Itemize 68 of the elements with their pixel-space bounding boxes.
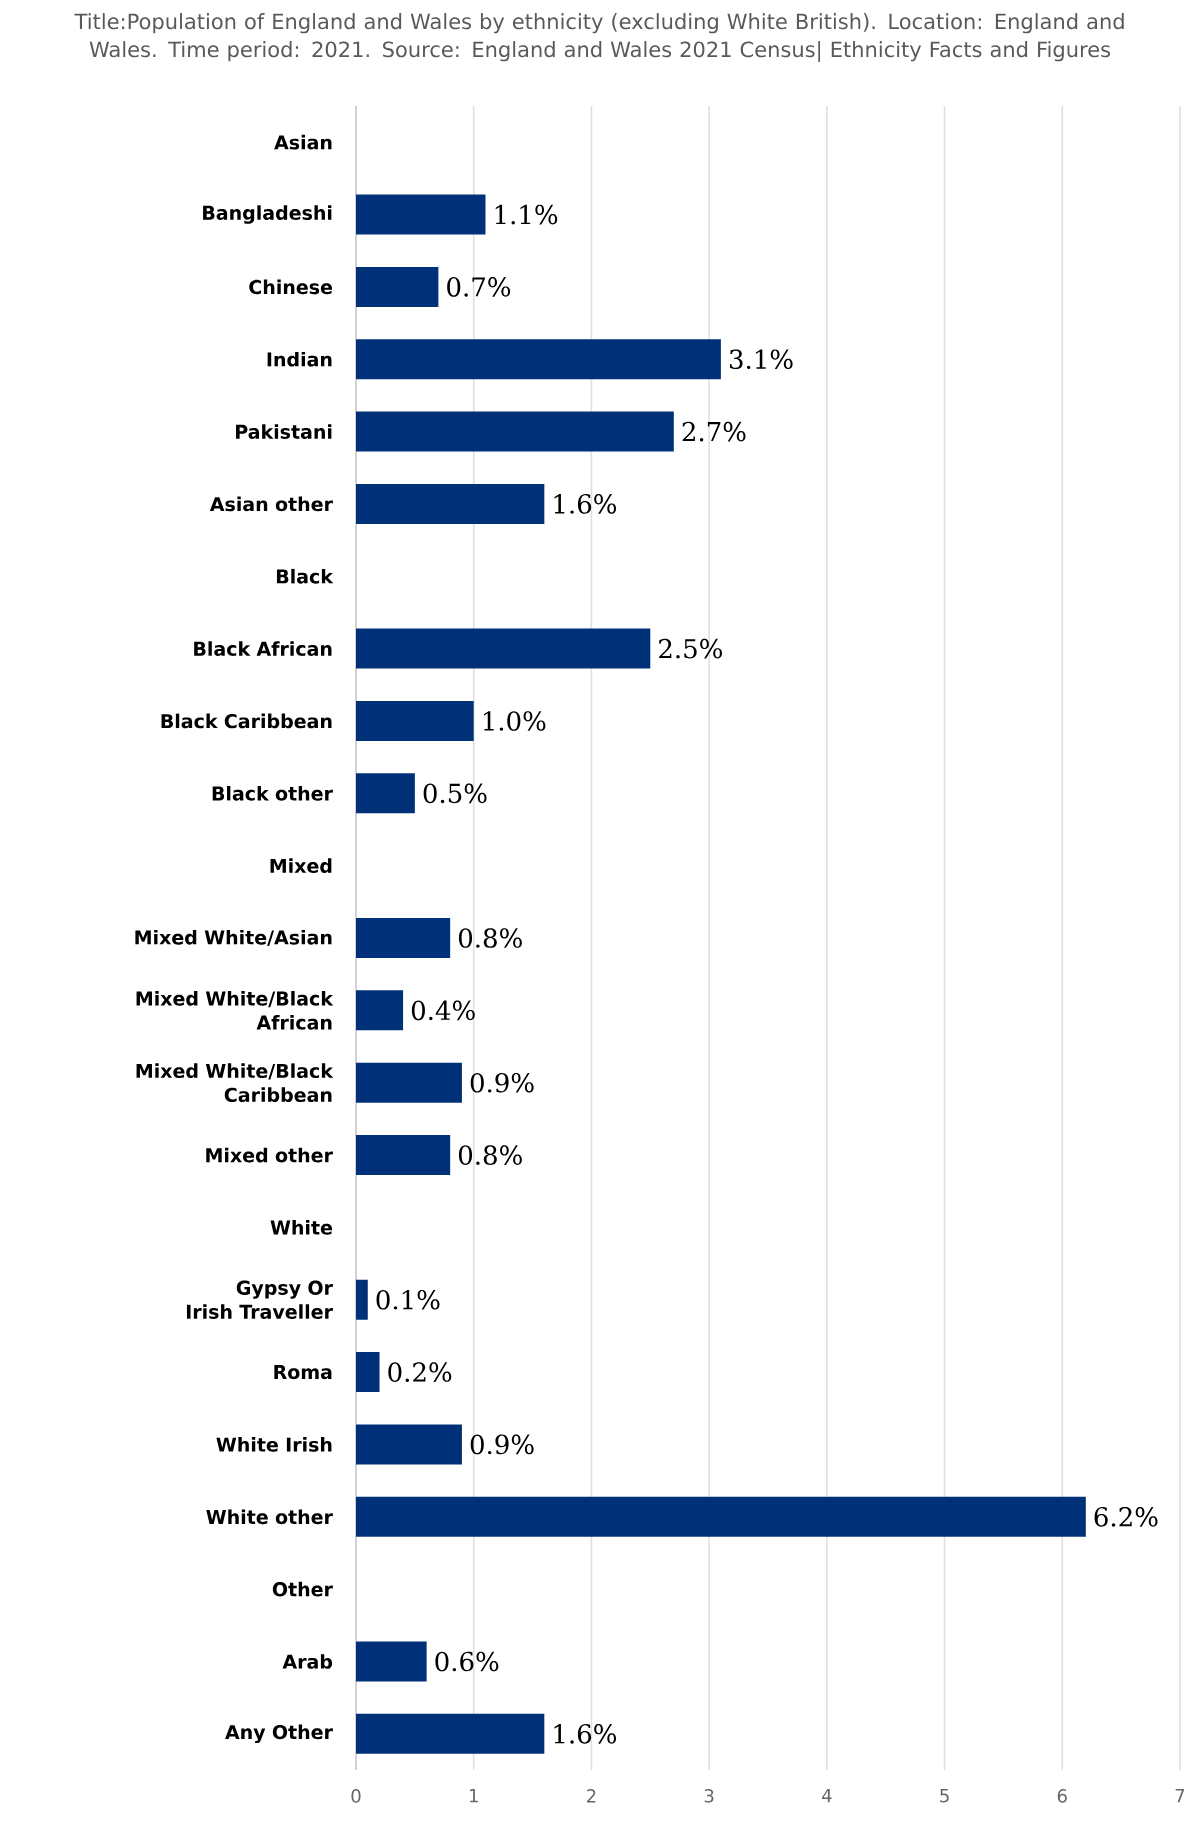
data-label: 0.8% [458, 928, 522, 948]
data-label: 1.6% [554, 494, 617, 514]
data-label: 0.7% [447, 277, 511, 297]
bar [356, 628, 651, 669]
y-tick-label: Mixed White/Black African [136, 991, 334, 1030]
y-tick-label: Any Other [225, 1724, 333, 1744]
y-tick-label: Gypsy Or Irish Traveller [186, 1280, 333, 1319]
bar [356, 990, 404, 1031]
bar [356, 1279, 368, 1320]
chart-title: Title:Population of England and Wales by ethnicity (excluding White British). Location: England and Wales. Time period: 2021. Source: England and Wales 2021 Census| Ethnicity Facts and Figures [74, 13, 1124, 62]
y-tick-label: Mixed [270, 858, 332, 874]
data-label: 2.5% [659, 638, 722, 659]
data-label: 0.4% [411, 1000, 475, 1021]
x-tick-label: 0 [351, 1789, 361, 1803]
data-label: 3.1% [729, 349, 793, 370]
y-tick-label: Pakistani [236, 424, 332, 439]
bar [356, 700, 474, 741]
y-tick-label: Arab [282, 1654, 333, 1669]
y-tick-label: Indian [267, 351, 332, 367]
data-label: 0.5% [423, 783, 487, 804]
bar [356, 1352, 380, 1393]
x-tick-label: 5 [940, 1789, 949, 1803]
data-label: 0.9% [470, 1434, 534, 1455]
data-label: 0.6% [435, 1651, 499, 1672]
y-tick-label: Mixed White/Asian [135, 929, 332, 947]
data-label: 1.0% [483, 711, 546, 731]
y-tick-label: Bangladeshi [203, 205, 332, 224]
bar [356, 1135, 451, 1176]
data-label: 0.8% [458, 1145, 522, 1165]
data-label: 0.1% [376, 1289, 440, 1310]
data-label: 6.2% [1094, 1506, 1158, 1527]
x-tick-label: 1 [469, 1789, 478, 1803]
bar [356, 1062, 462, 1103]
bar [356, 1496, 1086, 1537]
bar [356, 194, 486, 235]
x-tick-label: 6 [1057, 1789, 1067, 1803]
bar [356, 1641, 427, 1682]
bar [356, 1713, 545, 1754]
x-tick-label: 3 [704, 1789, 714, 1803]
x-tick-label: 7 [1175, 1789, 1185, 1803]
bar [356, 266, 439, 307]
data-label: 1.1% [495, 204, 558, 225]
data-label: 0.9% [470, 1072, 534, 1093]
data-label: 2.7% [682, 421, 746, 442]
y-tick-label: Black African [194, 641, 332, 656]
y-tick-label: White [270, 1220, 333, 1235]
y-tick-label: Black Caribbean [161, 713, 332, 729]
bar [356, 483, 545, 524]
bar [356, 918, 451, 959]
y-tick-label: Roma [274, 1365, 332, 1380]
y-tick-label: Other [272, 1581, 333, 1597]
y-tick-label: Black other [212, 785, 333, 801]
y-tick-label: Mixed White/Black Caribbean [136, 1063, 334, 1103]
bar [356, 411, 674, 452]
y-tick-label: Chinese [249, 279, 333, 295]
y-tick-label: Asian [274, 134, 332, 150]
x-tick-label: 4 [822, 1789, 832, 1803]
y-tick-label: Mixed other [206, 1147, 333, 1163]
bar [356, 1424, 462, 1465]
data-label: 0.2% [388, 1362, 452, 1382]
y-tick-label: Black [276, 568, 334, 584]
y-tick-label: White Irish [216, 1437, 332, 1452]
bar [356, 339, 721, 380]
x-tick-label: 2 [587, 1789, 596, 1803]
data-label: 1.6% [554, 1724, 617, 1744]
y-tick-label: White other [206, 1509, 333, 1525]
y-tick-label: Asian other [209, 496, 333, 512]
bar [356, 773, 415, 814]
